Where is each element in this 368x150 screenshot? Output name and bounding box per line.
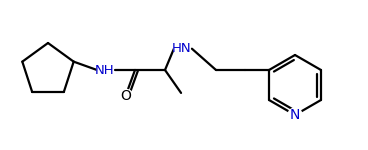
Circle shape xyxy=(119,89,133,103)
Text: N: N xyxy=(290,108,300,122)
Text: O: O xyxy=(121,89,131,103)
Text: HN: HN xyxy=(172,42,192,55)
Circle shape xyxy=(97,62,113,78)
Circle shape xyxy=(174,41,190,57)
Text: NH: NH xyxy=(95,63,115,76)
Circle shape xyxy=(288,108,302,122)
